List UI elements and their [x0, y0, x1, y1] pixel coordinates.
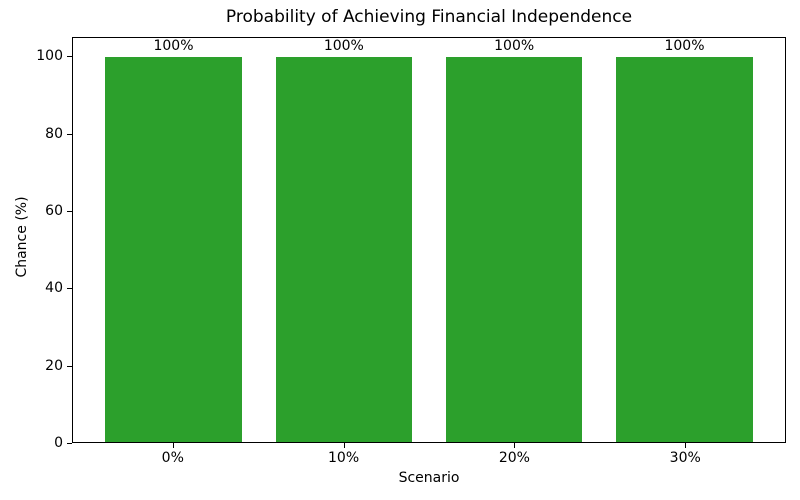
x-tick-mark: [514, 443, 516, 448]
x-tick-label: 0%: [161, 450, 184, 466]
x-tick-mark: [172, 443, 174, 448]
bar: [446, 57, 583, 442]
y-tick-label: 60: [45, 203, 63, 219]
y-tick-mark: [67, 443, 72, 444]
x-tick-label: 20%: [498, 450, 530, 466]
x-tick-label: 10%: [328, 450, 360, 466]
x-tick-mark: [685, 443, 687, 448]
y-tick-label: 80: [45, 125, 63, 142]
chart-title: Probability of Achieving Financial Indep…: [225, 7, 633, 27]
x-tick-label: 30%: [669, 450, 701, 466]
plot-area: 100% 100% 100% 100%: [72, 37, 786, 443]
bar-value-label: 100%: [323, 38, 364, 55]
bar: [616, 57, 753, 442]
bar: [275, 57, 412, 442]
bar-value-label: 100%: [664, 38, 705, 55]
y-tick-label: 100: [36, 48, 63, 65]
y-tick-mark: [67, 56, 72, 58]
bar-value-label: 100%: [494, 38, 535, 55]
y-tick-mark: [67, 365, 72, 367]
x-axis-label: Scenario: [398, 470, 460, 486]
y-tick-label: 20: [45, 357, 63, 374]
bar-value-label: 100%: [153, 38, 194, 55]
y-tick-mark: [67, 211, 72, 212]
y-tick-label: 0: [54, 435, 63, 451]
y-tick-mark: [67, 133, 72, 135]
bar: [105, 57, 242, 442]
y-tick-label: 40: [45, 280, 63, 297]
x-tick-mark: [343, 443, 345, 448]
y-tick-mark: [67, 288, 72, 290]
